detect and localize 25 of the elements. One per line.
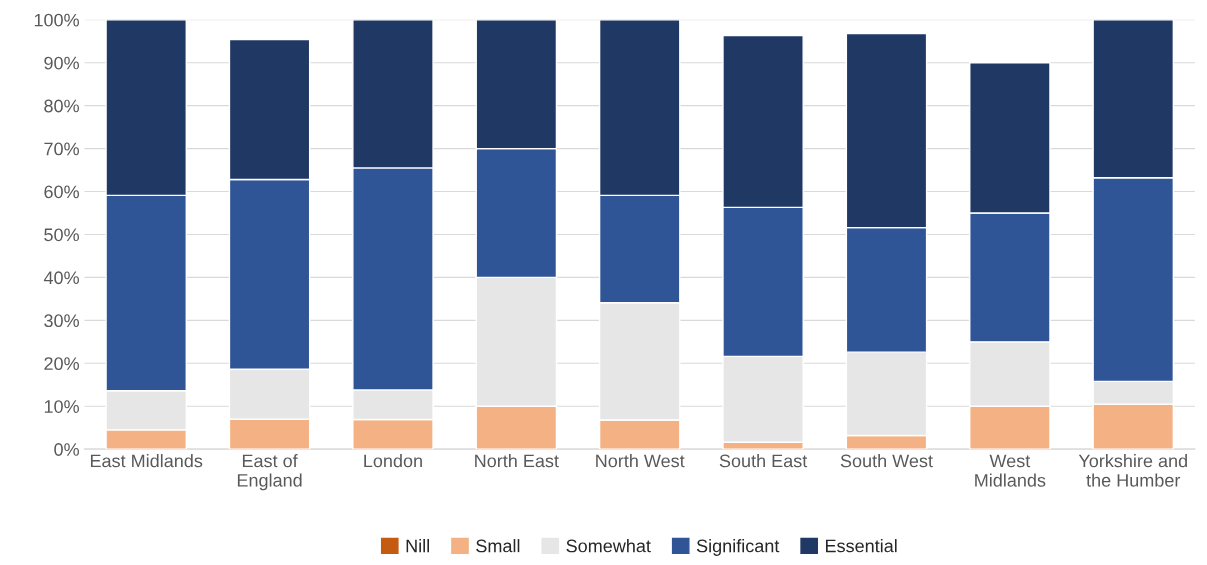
x-tick-label: Yorkshire and the Humber [1078, 454, 1187, 487]
legend-label: Essential [825, 539, 897, 553]
x-tick-label: South East [719, 454, 808, 468]
x-tick-label: East Midlands [90, 454, 203, 468]
y-tick-label: 90% [44, 56, 79, 70]
legend-label: Significant [696, 539, 780, 556]
legend-label: Nill [406, 539, 429, 553]
x-tick-label: London [364, 454, 422, 468]
x-tick-label: South West [840, 454, 933, 468]
y-tick-label: 30% [44, 314, 79, 328]
y-tick-label: 70% [44, 142, 79, 156]
y-tick-label: 20% [44, 357, 79, 371]
legend-label: Small [476, 539, 520, 553]
legend-label: Somewhat [566, 539, 651, 553]
y-tick-label: 0% [54, 443, 79, 456]
y-tick-label: 40% [43, 271, 79, 285]
y-tick-label: 10% [44, 400, 79, 413]
y-tick-label: 50% [44, 228, 79, 242]
y-tick-label: 100% [34, 13, 79, 27]
y-tick-label: 80% [44, 99, 79, 113]
x-tick-label: North East [475, 454, 559, 468]
y-tick-label: 60% [44, 185, 79, 199]
x-tick-label: West Midlands [975, 454, 1046, 487]
x-tick-label: East of England [237, 454, 302, 491]
x-tick-label: North West [596, 454, 685, 468]
